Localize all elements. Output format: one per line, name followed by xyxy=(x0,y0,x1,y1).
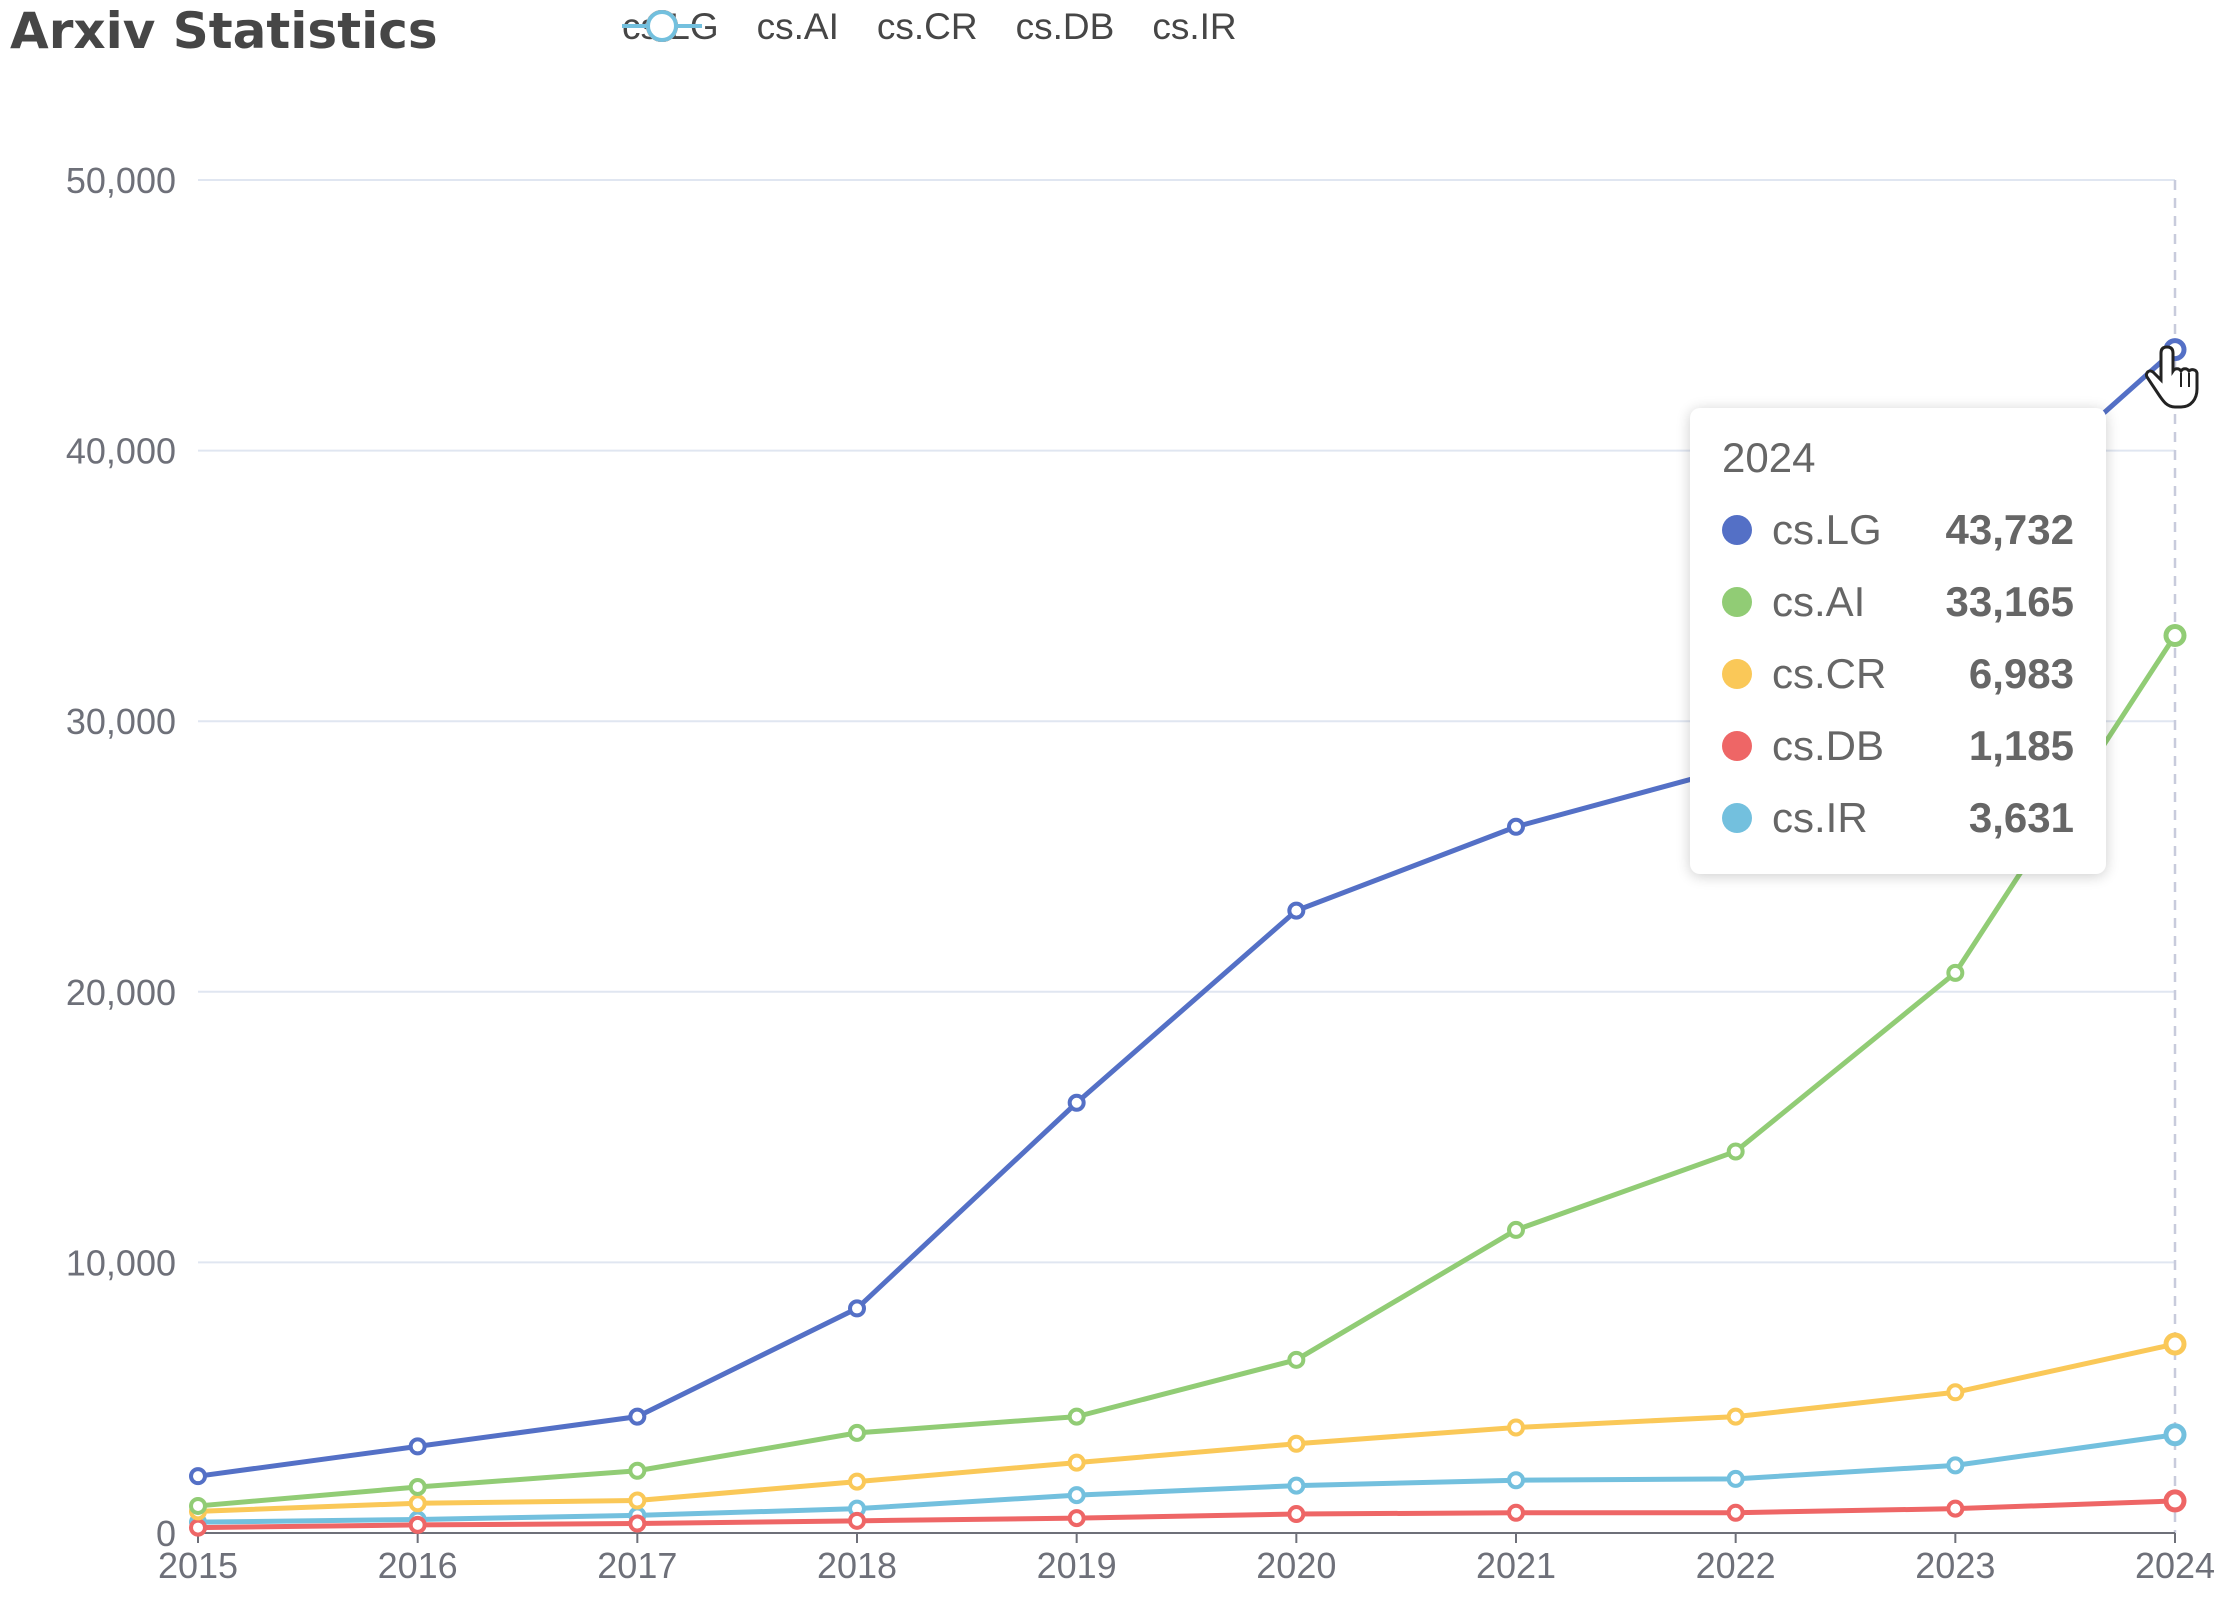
data-point xyxy=(408,1494,427,1513)
y-tick-label: 20,000 xyxy=(66,972,176,1013)
tooltip-rows: cs.LG 43,732 cs.AI 33,165 cs.CR 6,983 cs.DB 1,1… xyxy=(1722,494,2074,854)
tooltip-series-name: cs.DB xyxy=(1772,722,1885,769)
y-tick-label: 30,000 xyxy=(66,701,176,742)
series-line-cs-IR xyxy=(197,1432,2176,1525)
data-point xyxy=(848,1423,866,1442)
tooltip: 2024 cs.LG 43,732 cs.AI 33,165 cs.CR 6,983 cs.… xyxy=(1690,408,2106,874)
tooltip-row: cs.CR 6,983 xyxy=(1722,638,2074,710)
data-point xyxy=(189,1518,207,1537)
tooltip-series-name: cs.AI xyxy=(1772,578,1866,625)
data-point xyxy=(408,1437,427,1456)
data-point xyxy=(2163,1489,2187,1513)
x-tick-label: 2022 xyxy=(1696,1545,1776,1586)
series-marker-icon xyxy=(1722,803,1752,833)
tooltip-row: cs.AI 33,165 xyxy=(1722,566,2074,638)
data-point xyxy=(848,1472,866,1491)
x-tick-label: 2019 xyxy=(1037,1545,1117,1586)
data-point xyxy=(1067,1453,1086,1472)
data-point xyxy=(1507,1418,1525,1437)
x-tick-label: 2023 xyxy=(1915,1545,1995,1586)
y-tick-label: 0 xyxy=(156,1513,176,1554)
data-point xyxy=(1946,1456,1965,1475)
tooltip-series-value: 3,631 xyxy=(1968,794,2074,841)
data-point xyxy=(1067,1407,1086,1426)
data-point xyxy=(1287,1476,1306,1495)
x-tick-label: 2020 xyxy=(1256,1545,1336,1586)
data-point xyxy=(1287,1350,1306,1369)
chart-title: Arxiv Statistics xyxy=(10,2,438,60)
y-tick-label: 40,000 xyxy=(66,431,176,472)
legend-label: cs.IR xyxy=(1152,6,1237,47)
tooltip-series-name: cs.IR xyxy=(1772,794,1868,841)
data-point xyxy=(1507,1471,1525,1490)
data-point xyxy=(1726,1142,1745,1161)
x-tick-label: 2018 xyxy=(817,1545,897,1586)
y-tick-label: 10,000 xyxy=(66,1242,176,1283)
data-point xyxy=(1287,901,1306,920)
series-marker-icon xyxy=(1722,587,1752,617)
data-point xyxy=(1067,1486,1086,1505)
series-line-cs-DB xyxy=(197,1498,2176,1531)
legend-swatch-icon xyxy=(622,10,702,42)
data-point xyxy=(848,1299,866,1318)
tooltip-series-value: 43,732 xyxy=(1945,506,2074,553)
data-point xyxy=(1287,1505,1306,1524)
data-point xyxy=(1287,1434,1306,1453)
data-point xyxy=(1507,1220,1525,1239)
tooltip-row: cs.IR 3,631 xyxy=(1722,782,2074,854)
data-point xyxy=(2163,1423,2187,1447)
x-tick-label: 2017 xyxy=(597,1545,677,1586)
tooltip-series-name: cs.LG xyxy=(1772,506,1882,553)
data-point xyxy=(1067,1093,1086,1112)
legend-label: cs.AI xyxy=(756,6,839,47)
data-point xyxy=(848,1511,866,1530)
data-point xyxy=(1726,1469,1745,1488)
series-marker-icon xyxy=(1722,659,1752,689)
tooltip-series-value: 6,983 xyxy=(1968,650,2074,697)
data-point xyxy=(408,1515,427,1534)
x-tick-label: 2021 xyxy=(1476,1545,1556,1586)
tooltip-series-name: cs.CR xyxy=(1772,650,1887,697)
hand-cursor-icon xyxy=(2145,345,2199,409)
tooltip-row: cs.DB 1,185 xyxy=(1722,710,2074,782)
legend-item-cs-IR[interactable]: cs.IR xyxy=(622,6,1237,48)
data-point xyxy=(1067,1509,1086,1528)
series-marker-icon xyxy=(1722,731,1752,761)
legend-label: cs.DB xyxy=(1015,6,1115,47)
data-point xyxy=(628,1491,647,1510)
data-point xyxy=(1507,1503,1525,1522)
data-point xyxy=(189,1496,207,1515)
data-point xyxy=(1726,1503,1745,1522)
x-tick-label: 2016 xyxy=(378,1545,458,1586)
data-point xyxy=(628,1514,647,1533)
tooltip-series-value: 33,165 xyxy=(1945,578,2074,625)
x-tick-label: 2015 xyxy=(158,1545,238,1586)
data-point xyxy=(408,1477,427,1496)
data-point xyxy=(628,1407,647,1426)
series-marker-icon xyxy=(1722,515,1752,545)
tooltip-series-value: 1,185 xyxy=(1968,722,2074,769)
data-point xyxy=(2163,624,2187,648)
data-point xyxy=(2163,1332,2187,1356)
data-point xyxy=(189,1467,207,1486)
data-point xyxy=(1726,1407,1745,1426)
x-tick-label: 2024 xyxy=(2135,1545,2215,1586)
data-point xyxy=(1946,1383,1965,1402)
data-point xyxy=(1507,817,1525,836)
tooltip-title: 2024 xyxy=(1722,434,1816,481)
series-line-cs-AI xyxy=(197,634,2178,1509)
y-tick-label: 50,000 xyxy=(66,160,176,201)
data-point xyxy=(628,1461,647,1480)
tooltip-row: cs.LG 43,732 xyxy=(1722,494,2074,566)
series-line-cs-CR xyxy=(197,1341,2176,1514)
legend-label: cs.CR xyxy=(876,6,978,47)
data-point xyxy=(1946,963,1965,982)
data-point xyxy=(1946,1499,1965,1518)
